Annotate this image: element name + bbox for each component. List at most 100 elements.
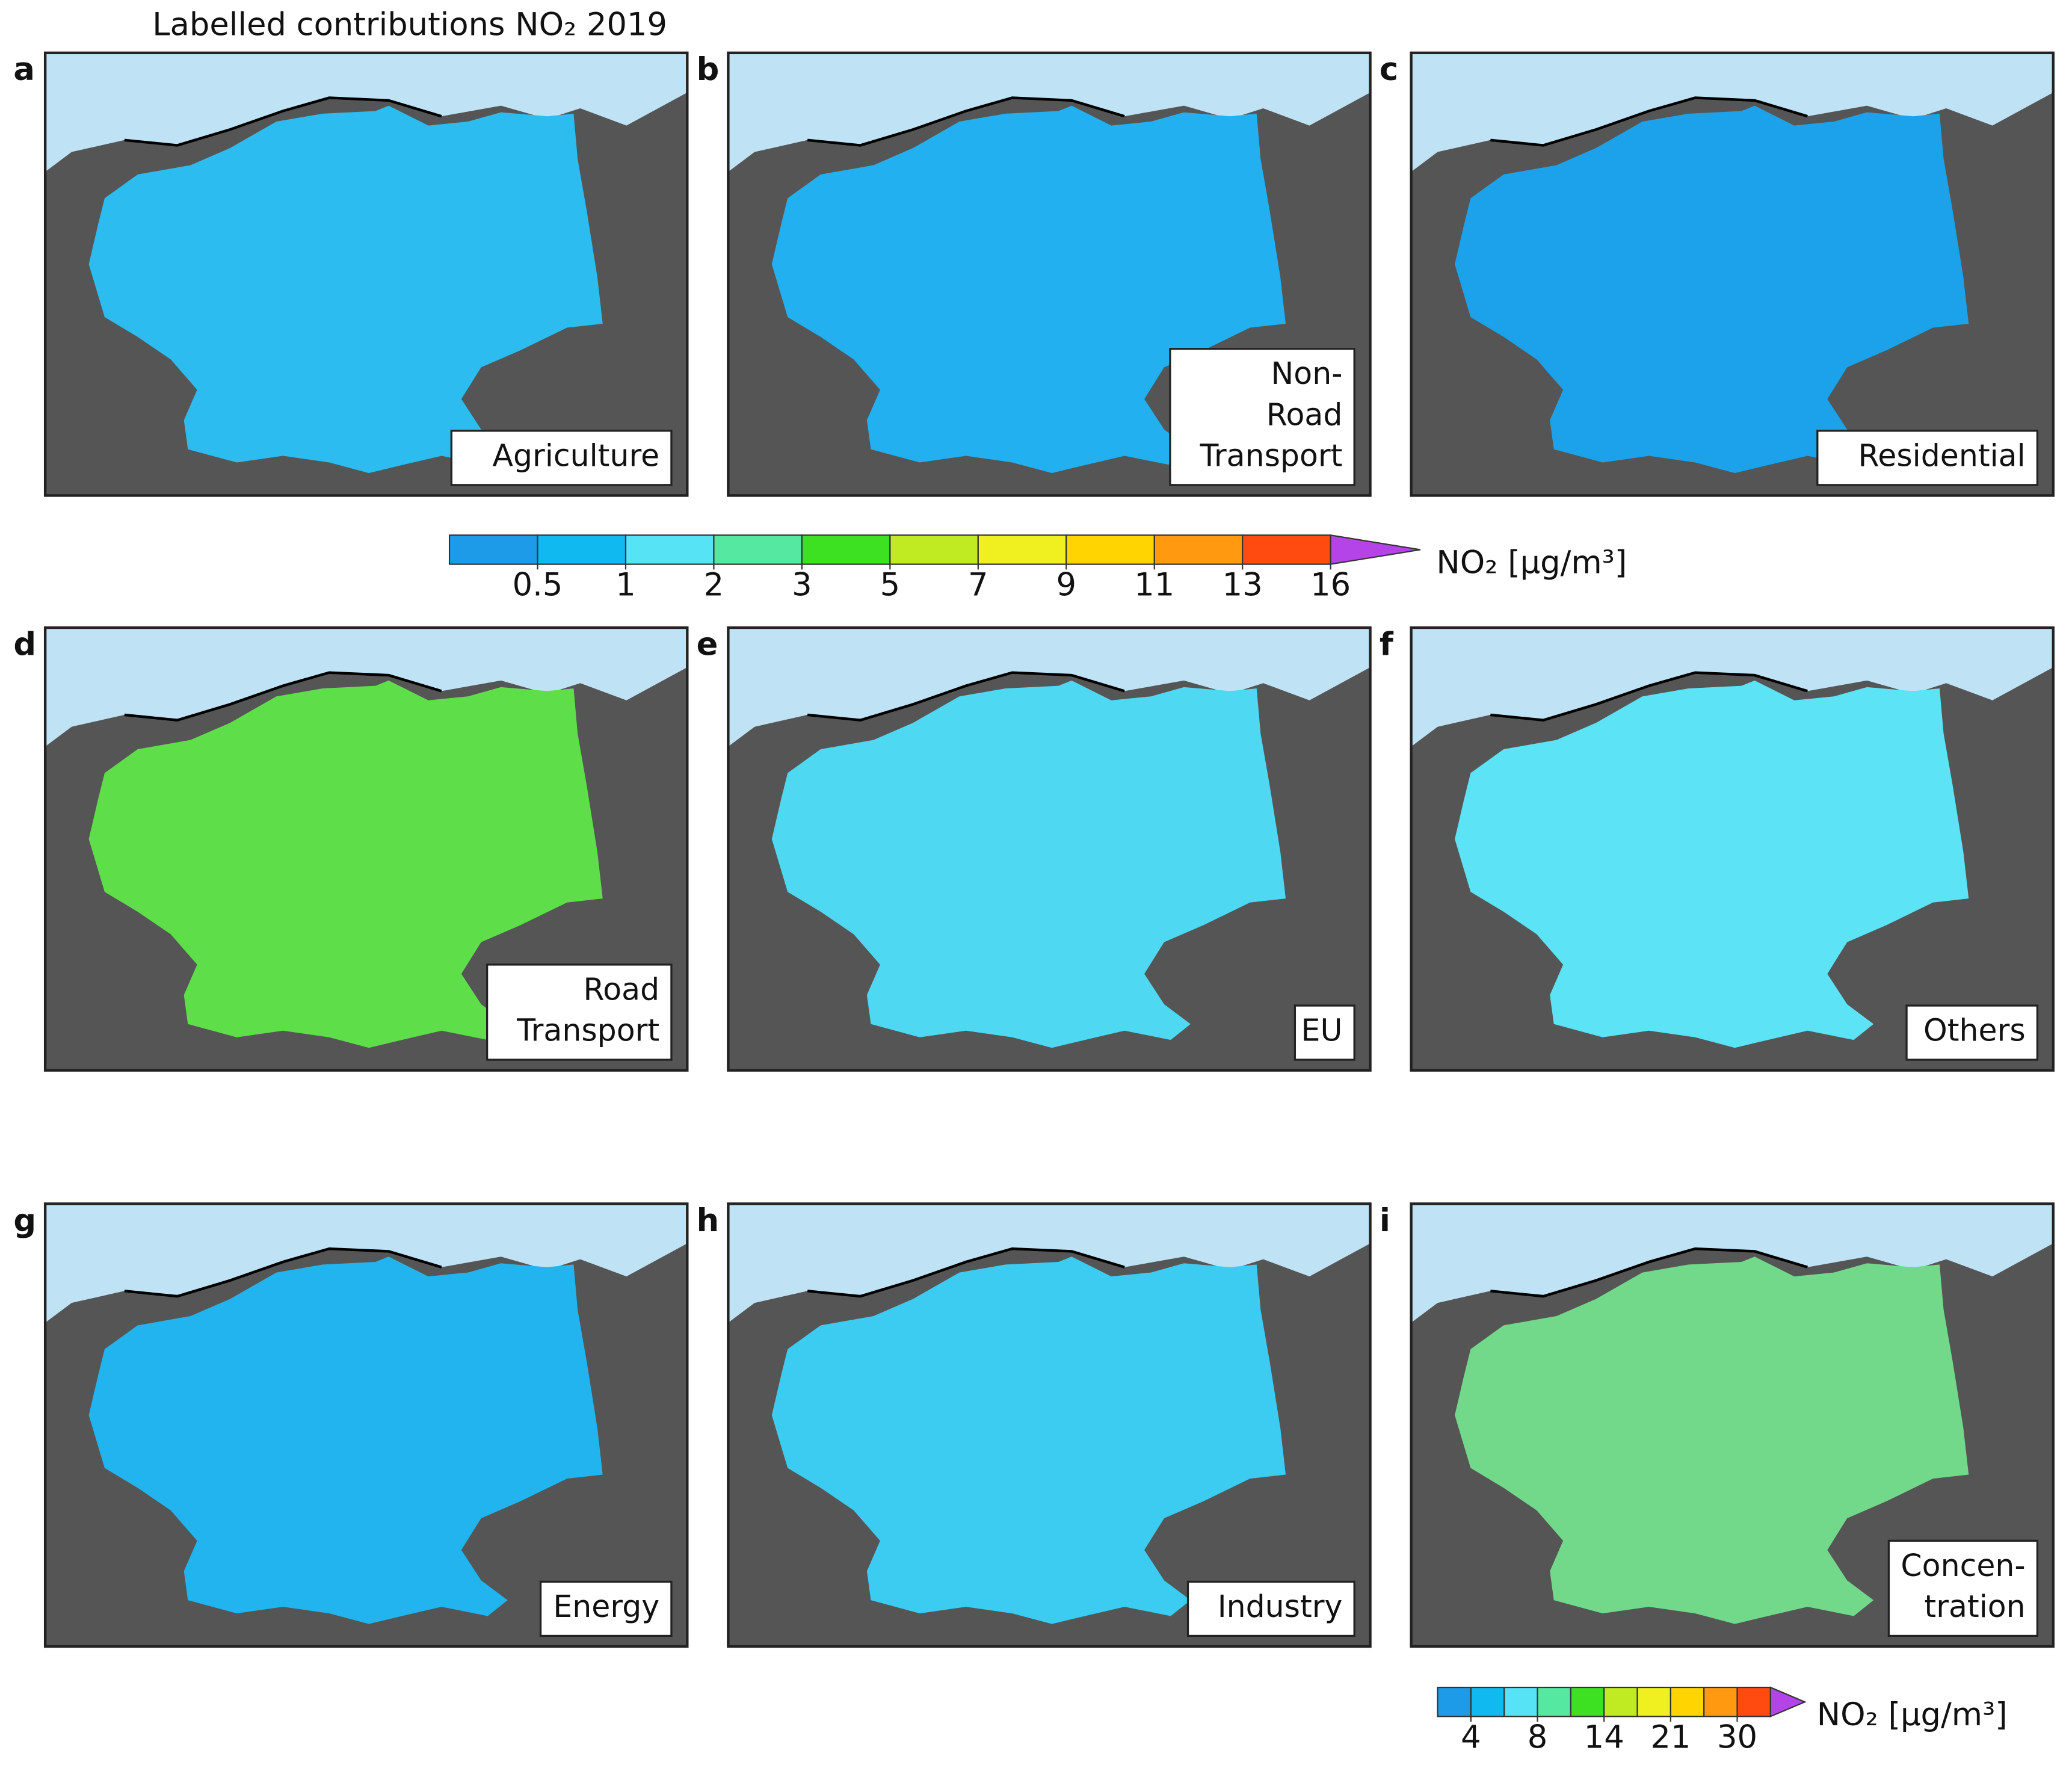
colorbar-tick-label: 4 (1461, 1719, 1481, 1755)
panel-letter: b (697, 51, 720, 88)
colorbar-segment (1065, 534, 1155, 565)
coastline (124, 671, 442, 722)
coastline (807, 671, 1125, 722)
panel-label: Transport (516, 1013, 659, 1048)
panel-letter: f (1380, 626, 1394, 663)
country-field (771, 1256, 1286, 1624)
colorbar-tick-label: 16 (1310, 567, 1351, 604)
colorbar-tick-label: 8 (1528, 1719, 1548, 1755)
sea (728, 52, 1371, 172)
colorbar-tick-label: 3 (792, 567, 812, 604)
label-box (1293, 1004, 1355, 1061)
label-box (1186, 1580, 1355, 1637)
map-panel: EU (727, 626, 1372, 1072)
label-box (486, 963, 673, 1061)
sea (45, 1204, 688, 1323)
label-box (539, 1580, 673, 1637)
panel-label: Road (1266, 397, 1343, 432)
country-field (1455, 680, 1969, 1048)
figure-title: Labelled contributions NO₂ 2019 (152, 7, 667, 43)
colorbar-tick-label: 11 (1134, 567, 1174, 604)
panel-frame (727, 51, 1372, 497)
colorbar-segment (1570, 1686, 1605, 1717)
panel-label: Residential (1858, 437, 2025, 473)
colorbar-segment (1736, 1686, 1771, 1717)
panel-label: Concen- (1901, 1548, 2025, 1583)
sea (45, 52, 688, 172)
colorbar-tick-label: 30 (1717, 1719, 1757, 1755)
panel-letter: e (697, 626, 718, 663)
panel-label: Transport (1199, 437, 1342, 473)
panel-label: Non- (1271, 356, 1343, 391)
colorbar-tick-label: 21 (1650, 1719, 1691, 1755)
map-panel: Non- Road Transport (727, 51, 1372, 497)
colorbar-segment (1153, 534, 1244, 565)
map-panel: Concen-tration (1410, 1202, 2055, 1648)
label-box (1905, 1004, 2039, 1061)
coastline (124, 1247, 442, 1298)
sea (728, 1204, 1371, 1323)
colorbar-extension (1769, 1686, 1807, 1718)
colorbar-segment (537, 534, 627, 565)
country-field (771, 105, 1286, 474)
sea (1411, 52, 2053, 172)
colorbar-segment (448, 534, 538, 565)
sea (1411, 628, 2053, 747)
colorbar-segment (1470, 1686, 1505, 1717)
colorbar-tick-label: 14 (1584, 1719, 1624, 1755)
sea (728, 628, 1371, 747)
country-field (88, 1256, 603, 1624)
panel-frame (1410, 51, 2055, 497)
colorbar-segment (624, 534, 715, 565)
colorbar-label: NO₂ [µg/m³] (1436, 544, 1627, 581)
sea (45, 628, 688, 747)
colorbar-segment (1670, 1686, 1705, 1717)
country-field (1455, 1256, 1969, 1624)
label-box (1887, 1539, 2039, 1637)
panel-label: Agriculture (492, 437, 659, 473)
colorbar-segment (889, 534, 979, 565)
colorbar-segment (713, 534, 803, 565)
panel-letter: i (1380, 1202, 1390, 1239)
coastline (1490, 1247, 1808, 1298)
colorbar-segment (1537, 1686, 1571, 1717)
panel-frame (1410, 626, 2055, 1072)
coastline (1490, 96, 1808, 147)
colorbar-segment (1242, 534, 1331, 565)
map-panel: Others (1410, 626, 2055, 1072)
panel-letter: h (697, 1202, 720, 1239)
map-panel: Residential (1410, 51, 2055, 497)
map-panel: Energy (43, 1202, 689, 1648)
panel-frame (1410, 1202, 2055, 1648)
colorbar-tick-label: 0.5 (513, 567, 563, 604)
country-field (88, 680, 603, 1048)
panel-label: tration (1924, 1589, 2025, 1624)
map-panel: Agriculture (43, 51, 689, 497)
panel-label: Industry (1218, 1589, 1343, 1624)
colorbar-segment (1703, 1686, 1738, 1717)
colorbar-segment (1437, 1686, 1472, 1717)
colorbar-segment (1603, 1686, 1638, 1717)
colorbar-extension (1330, 534, 1421, 565)
colorbar-label: NO₂ [µg/m³] (1817, 1696, 2008, 1733)
colorbar-tick-label: 7 (968, 567, 988, 604)
colorbar-tick-label: 2 (704, 567, 724, 604)
panel-letter: d (13, 626, 36, 663)
panel-frame (727, 1202, 1372, 1648)
panel-label: Road (583, 971, 659, 1007)
panel-letter: g (13, 1202, 36, 1239)
colorbar-segment (1503, 1686, 1538, 1717)
country-field (1455, 105, 1969, 474)
map-panel: Industry (727, 1202, 1372, 1648)
colorbar-segment (1636, 1686, 1671, 1717)
label-box (1816, 430, 2039, 486)
panel-frame (43, 626, 689, 1072)
panel-letter: a (13, 51, 35, 88)
panel-label: EU (1301, 1013, 1343, 1048)
panel-letter: c (1380, 51, 1398, 88)
colorbar-tick-label: 1 (615, 567, 636, 604)
coastline (124, 96, 442, 147)
colorbar-tick-label: 5 (880, 567, 901, 604)
